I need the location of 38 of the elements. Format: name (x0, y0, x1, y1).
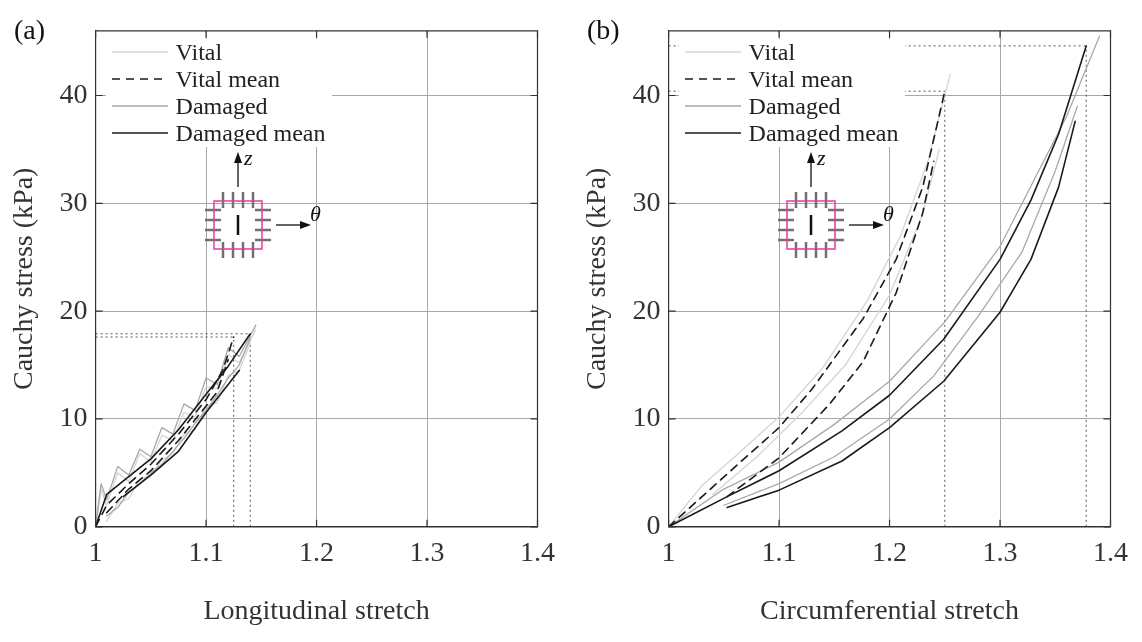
legend-label: Vital mean (175, 65, 281, 93)
annotation: θ (309, 200, 321, 226)
chart-title: (b) (587, 14, 620, 46)
y-tick-label: 0 (73, 509, 88, 541)
x-tick-label: 1.3 (982, 535, 1018, 567)
x-tick-label: 1.3 (409, 535, 445, 567)
annotation: θ (882, 200, 894, 226)
y-tick-label: 10 (632, 401, 661, 433)
chart-title: (a) (14, 14, 46, 46)
annotation: z (815, 144, 826, 170)
x-axis-title: Circumferential stretch (760, 593, 1019, 625)
legend-label: Damaged (175, 92, 268, 120)
y-tick-label: 20 (632, 293, 661, 325)
legend-label: Vital (175, 38, 223, 66)
legend-label: Damaged mean (748, 119, 899, 147)
x-tick-label: 1.1 (188, 535, 224, 567)
y-axis-title: Cauchy stress (kPa) (580, 167, 612, 390)
x-axis-title: Longitudinal stretch (203, 593, 430, 625)
legend-label: Damaged mean (175, 119, 326, 147)
y-axis-title: Cauchy stress (kPa) (7, 167, 39, 390)
y-tick-label: 0 (646, 509, 661, 541)
x-tick-label: 1.2 (872, 535, 908, 567)
y-tick-label: 30 (59, 185, 88, 217)
x-tick-label: 1 (88, 535, 103, 567)
y-tick-label: 20 (59, 293, 88, 325)
x-tick-label: 1.4 (520, 535, 555, 567)
y-tick-label: 40 (59, 77, 88, 109)
legend-label: Vital (748, 38, 796, 66)
legend-label: Damaged (748, 92, 841, 120)
x-tick-label: 1.4 (1093, 535, 1128, 567)
x-tick-label: 1.1 (761, 535, 797, 567)
annotation: z (242, 144, 253, 170)
y-tick-label: 10 (59, 401, 88, 433)
y-tick-label: 40 (632, 77, 661, 109)
x-tick-label: 1 (661, 535, 676, 567)
x-tick-label: 1.2 (299, 535, 335, 567)
y-tick-label: 30 (632, 185, 661, 217)
legend-label: Vital mean (748, 65, 854, 93)
